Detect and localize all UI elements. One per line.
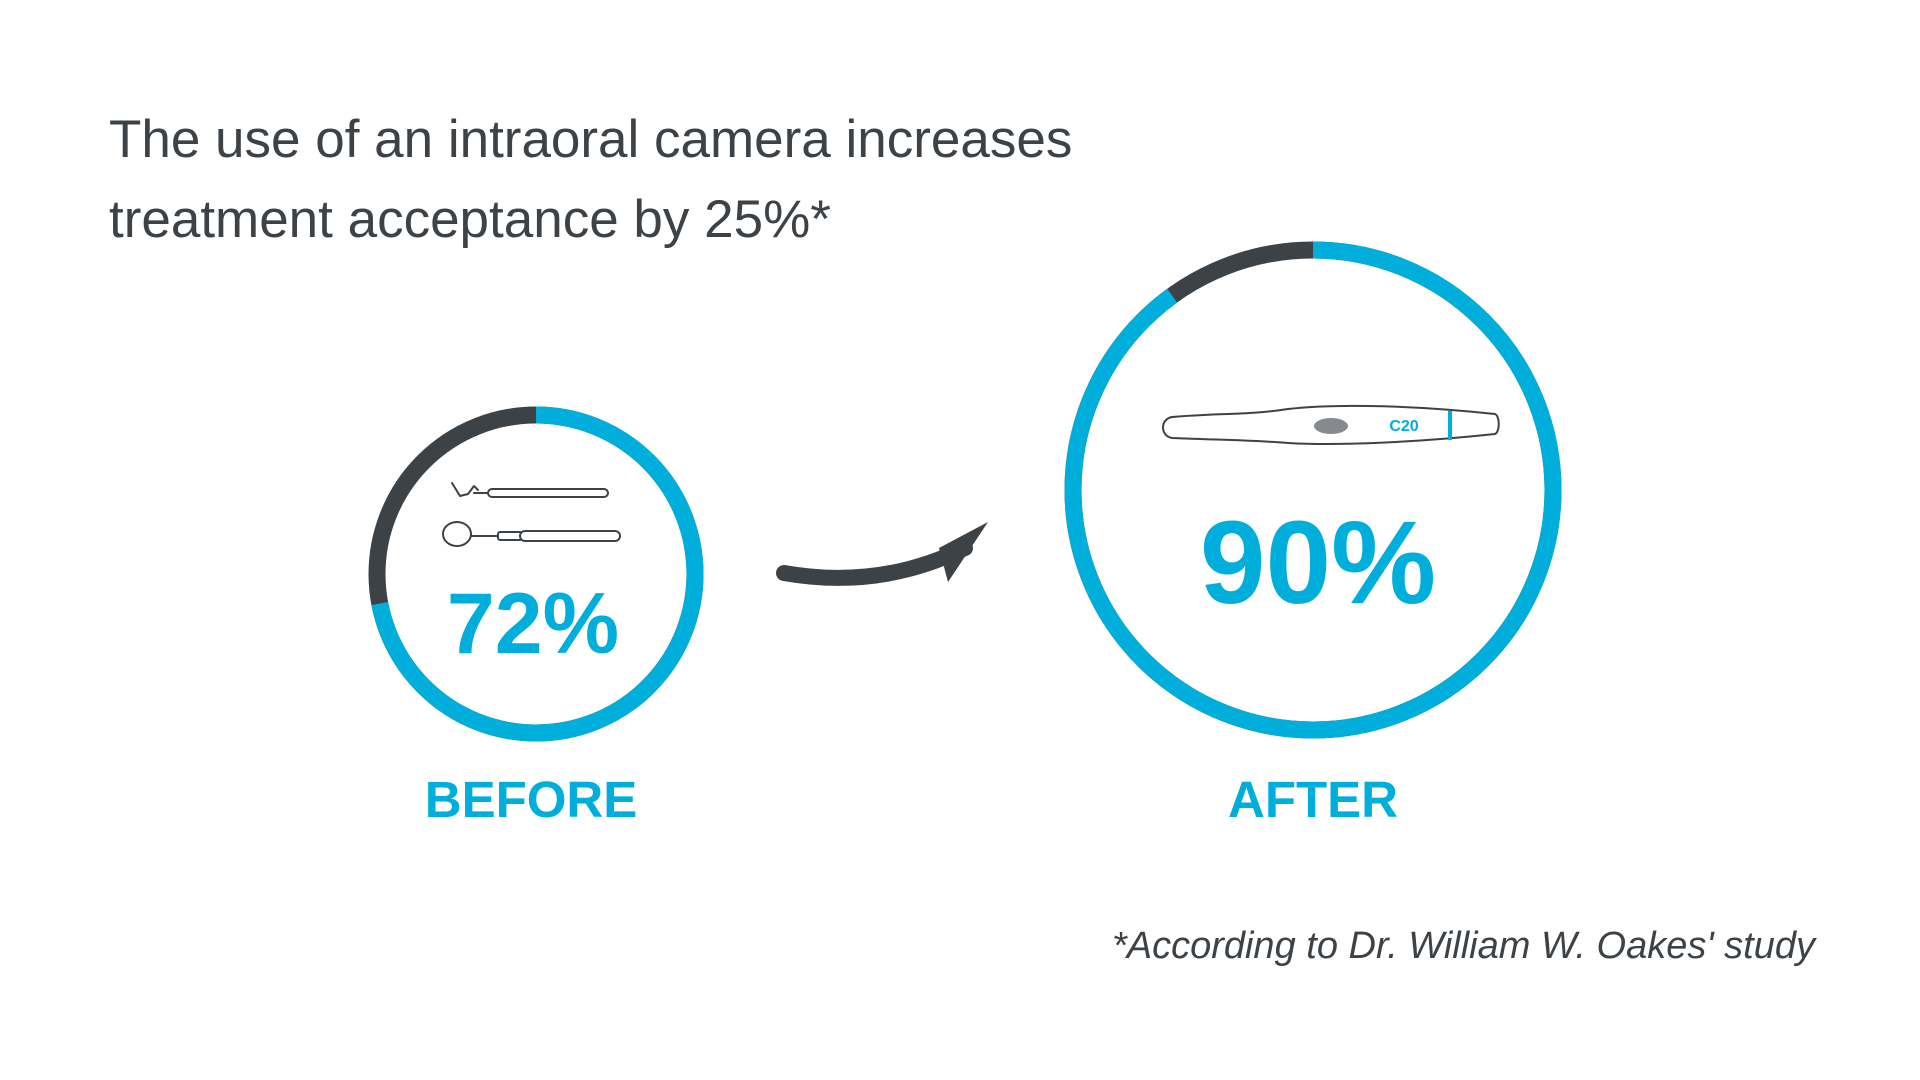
after-donut: C20 90% [1064,241,1562,739]
after-percent-label: 90% [1200,497,1436,629]
headline-line-1: The use of an intraoral camera increases [109,110,1073,169]
before-label: BEFORE [425,771,638,828]
after-value-arc [1064,241,1562,739]
headline-line-2: treatment acceptance by 25%* [109,190,831,249]
headline: The use of an intraoral camera increases… [109,100,1309,260]
dental-mirror-and-explorer-icon [442,482,621,547]
camera-lens [1314,418,1348,434]
camera-brand-label: C20 [1389,418,1418,435]
curved-arrow-icon [776,522,988,586]
before-percent-label: 72% [447,576,619,672]
footnote: *According to Dr. William W. Oakes' stud… [1111,925,1815,967]
before-donut: 72% [368,406,704,742]
before-value-arc [368,406,704,742]
intraoral-camera-icon: C20 [1162,404,1500,445]
after-label: AFTER [1228,771,1398,828]
